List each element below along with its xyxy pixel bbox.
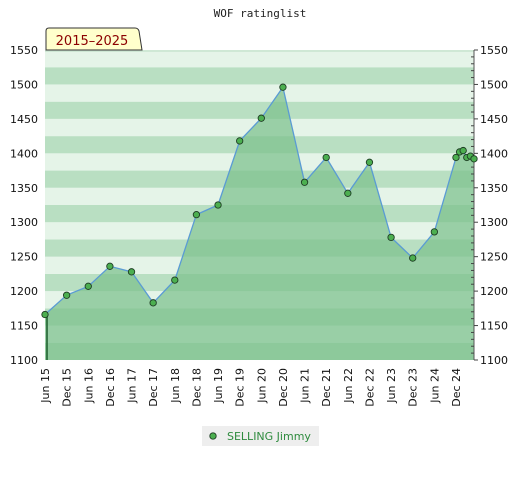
y-tick-label-right: 1400 bbox=[480, 147, 508, 160]
period-box-shape bbox=[45, 27, 143, 51]
data-point bbox=[430, 228, 438, 236]
y-tick-label-left: 1450 bbox=[10, 113, 38, 126]
data-point bbox=[452, 153, 460, 162]
y-tick-labels-right: 1100 1150 1200 1250 1300 1350 1400 1450 1500 1550 bbox=[480, 44, 508, 367]
y-tick-label-right: 1500 bbox=[480, 78, 508, 91]
x-tick-label: Jun 17 bbox=[126, 368, 139, 404]
x-tick-label: Dec 21 bbox=[320, 368, 333, 407]
y-tick-label-left: 1300 bbox=[10, 216, 38, 229]
data-point bbox=[459, 146, 467, 155]
y-tick-label-left: 1250 bbox=[10, 251, 38, 264]
x-tick-label: Jun 19 bbox=[212, 368, 225, 404]
data-point bbox=[470, 155, 478, 163]
x-tick-label: Jun 15 bbox=[39, 368, 52, 404]
legend-series-name: SELLING Jimmy bbox=[227, 430, 311, 443]
data-point bbox=[344, 189, 352, 197]
x-tick-labels: Jun 15 Dec 15 Jun 16 Dec 16 Jun 17 Dec 17 Jun … bbox=[39, 368, 463, 407]
x-tick-label: Dec 15 bbox=[61, 368, 74, 407]
data-point bbox=[279, 83, 287, 91]
x-tick-label: Jun 21 bbox=[299, 368, 312, 404]
y-tick-label-right: 1450 bbox=[480, 113, 508, 126]
y-minor-ticks bbox=[471, 49, 478, 361]
x-tick-label: Dec 20 bbox=[277, 368, 290, 407]
y-tick-label-left: 1150 bbox=[10, 320, 38, 333]
background-band bbox=[45, 84, 474, 102]
x-tick-label: Dec 22 bbox=[364, 368, 377, 407]
data-point bbox=[214, 201, 222, 209]
background-band bbox=[45, 101, 474, 119]
x-tick-label: Dec 24 bbox=[450, 368, 463, 407]
data-point bbox=[106, 262, 114, 270]
x-tick-label: Jun 23 bbox=[385, 368, 398, 404]
y-tick-label-left: 1550 bbox=[10, 44, 38, 57]
x-tick-label: Dec 23 bbox=[407, 368, 420, 407]
data-point bbox=[171, 276, 179, 284]
data-point bbox=[149, 299, 157, 307]
period-box: 2015–2025 bbox=[45, 27, 143, 51]
x-tick-label: Jun 22 bbox=[342, 368, 355, 404]
data-point bbox=[84, 282, 92, 290]
x-tick-label: Jun 16 bbox=[82, 368, 95, 404]
data-point bbox=[236, 137, 244, 145]
data-point bbox=[62, 291, 71, 299]
y-tick-label-right: 1100 bbox=[480, 354, 508, 367]
data-point bbox=[41, 310, 49, 319]
x-tick-label: Dec 18 bbox=[190, 368, 203, 407]
data-point bbox=[365, 158, 374, 166]
y-tick-label-left: 1100 bbox=[10, 354, 38, 367]
legend-marker bbox=[209, 432, 217, 440]
y-tick-label-right: 1350 bbox=[480, 182, 508, 195]
background-band bbox=[45, 50, 474, 68]
data-point bbox=[322, 153, 330, 162]
y-tick-label-right: 1550 bbox=[480, 44, 508, 57]
data-point bbox=[192, 210, 201, 219]
x-tick-label: Dec 19 bbox=[234, 368, 247, 407]
y-tick-label-left: 1500 bbox=[10, 78, 38, 91]
x-tick-label: Dec 17 bbox=[147, 368, 160, 407]
period-label: 2015–2025 bbox=[56, 34, 129, 49]
data-point bbox=[127, 268, 136, 276]
data-point bbox=[387, 233, 395, 242]
chart-title: WOF ratinglist bbox=[214, 7, 307, 20]
y-tick-label-right: 1250 bbox=[480, 251, 508, 264]
y-tick-label-left: 1350 bbox=[10, 182, 38, 195]
background-band bbox=[45, 50, 474, 52]
data-point bbox=[257, 114, 265, 122]
series-area-fill bbox=[45, 87, 474, 360]
x-tick-label: Jun 20 bbox=[255, 368, 268, 404]
legend-background bbox=[202, 426, 319, 446]
series-markers bbox=[41, 83, 478, 319]
data-point bbox=[300, 178, 309, 186]
y-tick-label-left: 1400 bbox=[10, 147, 38, 160]
y-tick-label-left: 1200 bbox=[10, 285, 38, 298]
y-tick-label-right: 1150 bbox=[480, 320, 508, 333]
data-point bbox=[409, 254, 417, 262]
x-tick-label: Dec 16 bbox=[104, 368, 117, 407]
y-tick-labels-left: 1100 1150 1200 1250 1300 1350 1400 1450 1500 1550 bbox=[10, 44, 38, 367]
background-band bbox=[45, 67, 474, 85]
x-tick-label: Jun 24 bbox=[428, 368, 441, 404]
legend[interactable]: SELLING Jimmy bbox=[202, 426, 319, 446]
y-tick-label-right: 1200 bbox=[480, 285, 508, 298]
y-tick-label-right: 1300 bbox=[480, 216, 508, 229]
x-tick-label: Jun 18 bbox=[169, 368, 182, 404]
